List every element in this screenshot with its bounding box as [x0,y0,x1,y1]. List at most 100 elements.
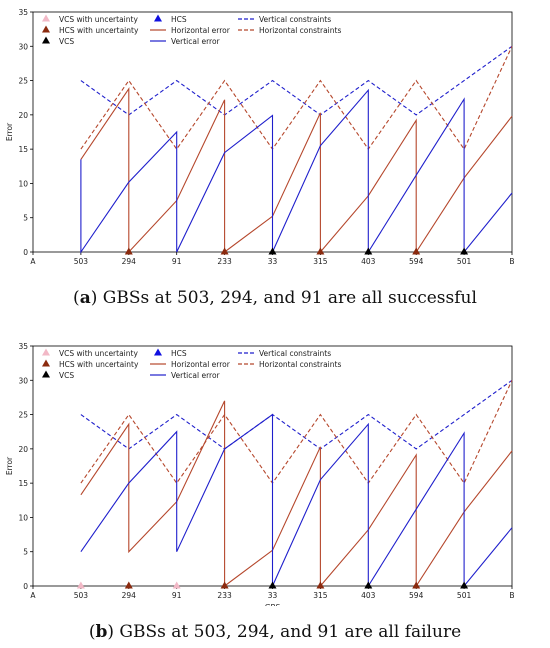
x-tick-label: 594 [409,591,424,600]
legend-label: VCS with uncertainty [59,349,138,358]
x-axis-label: GBS [265,603,281,606]
marker-vcs [268,247,277,255]
legend-entry: HCS with uncertainty [42,359,139,369]
legend-entry: Vertical constraints [238,15,331,24]
series-horizontal-constraints [80,46,513,151]
legend-swatch [154,14,162,22]
series-horizontal-constraints [80,380,513,485]
series-vertical-error [80,413,513,588]
chart-a: 0 5 10 15 20 25 30 35 A 503 294 91 233 33 315 403 594 501… [5,8,515,278]
legend-entry: Vertical error [150,37,221,46]
x-tick-label: 233 [217,591,232,600]
caption-a: (a) GBSs at 503, 294, and 91 are all suc… [73,288,477,308]
caption-a-letter: a [79,288,91,308]
series-horizontal-error [80,400,513,588]
legend-label: HCS with uncertainty [59,26,139,35]
x-tick-label: 315 [313,591,328,600]
marker-hcs-unc [220,581,229,589]
y-tick-label: 0 [23,248,28,257]
y-tick-label: 30 [18,376,28,385]
y-tick-label: 15 [18,145,28,154]
legend-entry: Horizontal error [150,360,231,369]
marker-hcs-unc [220,247,229,255]
y-axis-label: Error [5,122,14,141]
x-tick-label: 503 [74,591,89,600]
legend-entry: Vertical error [150,371,221,380]
y-tick-label: 5 [23,548,28,557]
legend-label: Vertical constraints [259,15,331,24]
y-tick-label: 15 [18,479,28,488]
legend-label: HCS [171,15,187,24]
y-tick-label: 35 [18,342,28,351]
marker-hcs-unc [316,581,325,589]
y-tick-label: 20 [18,111,28,120]
legend-swatch [42,348,50,356]
x-tick-label: 403 [361,257,376,266]
series-horizontal-error [80,87,513,254]
series-vertical-error [80,88,513,254]
legend-entry: VCS [42,370,74,380]
legend-entry: HCS [154,348,187,358]
x-tick-label: 501 [457,591,472,600]
legend-label: VCS [59,371,74,380]
marker-vcs [364,581,373,589]
y-tick-label: 10 [18,179,28,188]
legend-entry: HCS [154,14,187,24]
x-tick-label: 503 [74,257,89,266]
x-tick-label: 315 [313,257,328,266]
x-axis-label: GBS [265,269,281,270]
legend-entry: Vertical constraints [238,349,331,358]
legend-label: Vertical constraints [259,349,331,358]
y-tick-label: 35 [18,8,28,17]
y-tick-label: 20 [18,445,28,454]
chart-panel-b: 0 5 10 15 20 25 30 35 A 503 294 91 233 33 315 403 594 501… [0,334,550,648]
x-tick-label: B [509,257,514,266]
x-tick-label: 91 [172,591,182,600]
legend-swatch [42,25,50,33]
legend-entry: Horizontal constraints [238,360,341,369]
marker-vcs [460,247,469,255]
marker-hcs-unc [316,247,325,255]
legend-label: Vertical error [171,371,221,380]
x-tick-label: 501 [457,257,472,266]
legend-swatch [42,14,50,22]
y-axis-label: Error [5,456,14,475]
legend-entry: Horizontal error [150,26,231,35]
caption-b-text: GBSs at 503, 294, and 91 are all failure [119,622,462,642]
x-tick-label: 594 [409,257,424,266]
legend-entry: VCS with uncertainty [42,14,138,24]
marker-hcs-unc [124,581,133,589]
chart-b: 0 5 10 15 20 25 30 35 A 503 294 91 233 33 315 403 594 501… [5,342,515,612]
marker-vcs [268,581,277,589]
marker-vcs-unc [172,581,181,589]
legend-swatch [42,359,50,367]
x-tick-label: 33 [268,591,278,600]
legend-swatch [42,370,50,378]
marker-hcs-unc [124,247,133,255]
legend-entry: HCS with uncertainty [42,25,139,35]
legend-label: Horizontal error [171,360,231,369]
marker-hcs-unc [412,247,421,255]
y-tick-label: 10 [18,513,28,522]
y-tick-label: 30 [18,42,28,51]
legend-label: VCS with uncertainty [59,15,138,24]
legend-label: Horizontal error [171,26,231,35]
y-tick-label: 5 [23,214,28,223]
legend-label: VCS [59,37,74,46]
marker-vcs [460,581,469,589]
marker-vcs [364,247,373,255]
x-tick-label: 91 [172,257,182,266]
legend-entry: VCS with uncertainty [42,348,138,358]
series-vertical-constraints [80,379,513,450]
series-vertical-constraints [80,45,513,116]
legend-label: Vertical error [171,37,221,46]
legend-label: HCS [171,349,187,358]
legend-swatch [154,348,162,356]
caption-a-text: GBSs at 503, 294, and 91 are all success… [102,288,477,308]
x-tick-label: B [509,591,514,600]
x-tick-label: A [30,591,36,600]
x-tick-label: 233 [217,257,232,266]
x-tick-label: A [30,257,36,266]
legend-entry: VCS [42,36,74,46]
chart-panel-a: 0 5 10 15 20 25 30 35 A 503 294 91 233 33 315 403 594 501… [0,0,550,320]
